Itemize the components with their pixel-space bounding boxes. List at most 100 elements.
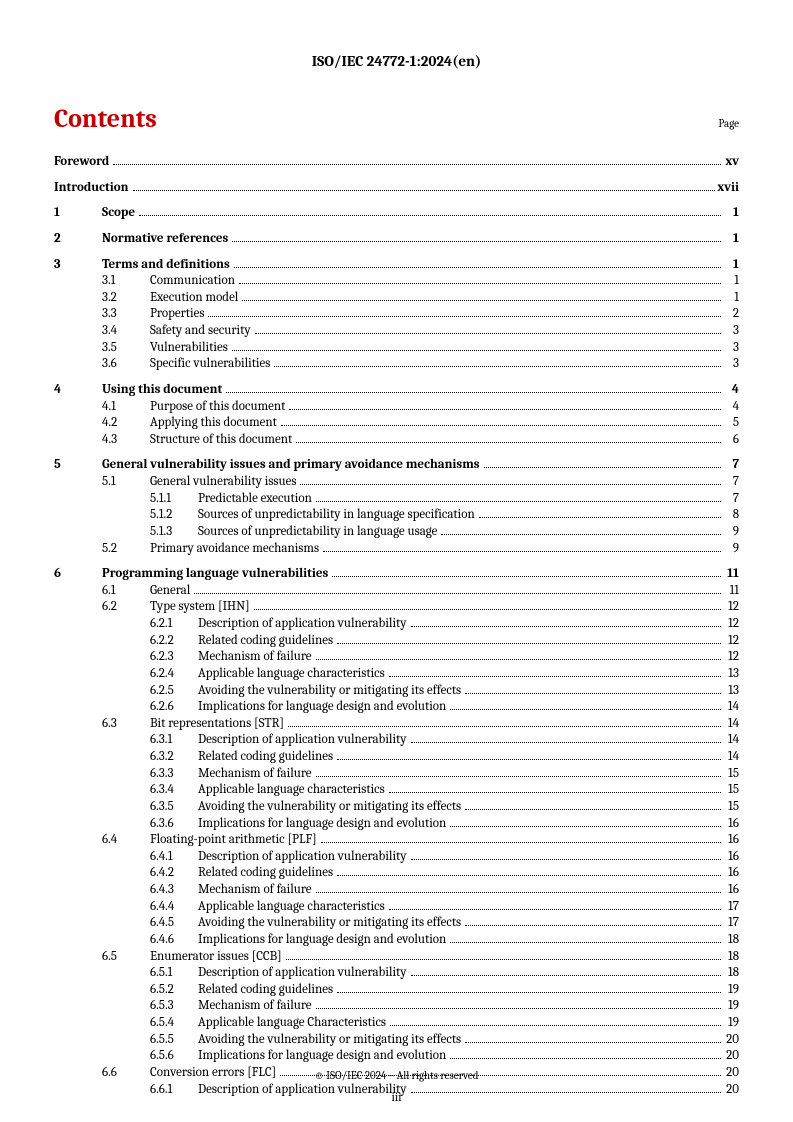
toc-leader-dots bbox=[479, 517, 721, 518]
toc-entry[interactable]: 6.3.4Applicable language characteristics… bbox=[54, 782, 739, 799]
toc-entry-number: 6.3.6 bbox=[150, 816, 198, 833]
toc-entry[interactable]: 6.1General11 bbox=[54, 583, 739, 600]
toc-entry-page: 12 bbox=[723, 599, 739, 616]
toc-entry-page: 15 bbox=[723, 766, 739, 783]
toc-entry-number: 6.4 bbox=[102, 832, 150, 849]
toc-entry[interactable]: 6.2.5Avoiding the vulnerability or mitig… bbox=[54, 683, 739, 700]
toc-entry[interactable]: 6.2.4Applicable language characteristics… bbox=[54, 666, 739, 683]
toc-entry-title: Mechanism of failure bbox=[198, 882, 314, 899]
toc-entry-title: Purpose of this document bbox=[150, 399, 287, 416]
toc-entry-number: 6.4.4 bbox=[150, 899, 198, 916]
toc-entry-number: 6.2.4 bbox=[150, 666, 198, 683]
toc-entry-page: 13 bbox=[723, 683, 739, 700]
toc-entry[interactable]: 6.4.3Mechanism of failure16 bbox=[54, 882, 739, 899]
toc-entry[interactable]: 2Normative references1 bbox=[54, 231, 739, 248]
toc-entry-title: Bit representations [STR] bbox=[150, 716, 286, 733]
toc-entry[interactable]: 3.3Properties2 bbox=[54, 306, 739, 323]
toc-entry[interactable]: 5.1.1Predictable execution7 bbox=[54, 491, 739, 508]
toc-entry-number: 6.4.5 bbox=[150, 915, 198, 932]
toc-entry-title: Structure of this document bbox=[150, 432, 294, 449]
toc-entry-title: Primary avoidance mechanisms bbox=[150, 541, 321, 558]
toc-entry[interactable]: 3.5Vulnerabilities3 bbox=[54, 340, 739, 357]
toc-entry[interactable]: 6.4.1Description of application vulnerab… bbox=[54, 849, 739, 866]
toc-entry[interactable]: 6.2.1Description of application vulnerab… bbox=[54, 616, 739, 633]
toc-entry[interactable]: 4.1Purpose of this document4 bbox=[54, 399, 739, 416]
toc-entry[interactable]: 3.4Safety and security3 bbox=[54, 323, 739, 340]
toc-entry[interactable]: 3Terms and definitions1 bbox=[54, 257, 739, 274]
toc-entry[interactable]: 6.5.1Description of application vulnerab… bbox=[54, 965, 739, 982]
toc-entry[interactable]: 6.3.5Avoiding the vulnerability or mitig… bbox=[54, 799, 739, 816]
toc-entry-page: 16 bbox=[723, 849, 739, 866]
toc-entry[interactable]: 3.2Execution model1 bbox=[54, 290, 739, 307]
toc-entry-page: 15 bbox=[723, 799, 739, 816]
toc-entry[interactable]: 5.1General vulnerability issues7 bbox=[54, 474, 739, 491]
toc-entry[interactable]: 1Scope1 bbox=[54, 205, 739, 222]
toc-entry[interactable]: 6.5.3Mechanism of failure19 bbox=[54, 998, 739, 1015]
toc-entry[interactable]: 6.3.3Mechanism of failure15 bbox=[54, 766, 739, 783]
toc-entry[interactable]: 6.4.6Implications for language design an… bbox=[54, 932, 739, 949]
toc-entry[interactable]: 6.2.3Mechanism of failure12 bbox=[54, 649, 739, 666]
toc-entry[interactable]: Forewordxv bbox=[54, 154, 739, 171]
toc-entry-title: Mechanism of failure bbox=[198, 649, 314, 666]
toc-entry[interactable]: 6.5.6Implications for language design an… bbox=[54, 1048, 739, 1065]
toc-leader-dots bbox=[194, 593, 721, 594]
toc-entry[interactable]: 4.3Structure of this document6 bbox=[54, 432, 739, 449]
toc-entry[interactable]: 6.2.6Implications for language design an… bbox=[54, 699, 739, 716]
toc-entry[interactable]: 6.5.5Avoiding the vulnerability or mitig… bbox=[54, 1032, 739, 1049]
toc-entry-title: Type system [IHN] bbox=[150, 599, 252, 616]
toc-entry-title: Sources of unpredictability in language … bbox=[198, 524, 439, 541]
toc-entry-page: xv bbox=[723, 154, 739, 171]
toc-entry[interactable]: 6.5Enumerator issues [CCB]18 bbox=[54, 949, 739, 966]
toc-entry[interactable]: 5General vulnerability issues and primar… bbox=[54, 457, 739, 474]
toc-leader-dots bbox=[226, 392, 721, 393]
toc-entry-title: Sources of unpredictability in language … bbox=[198, 507, 477, 524]
toc-entry[interactable]: 6.2Type system [IHN]12 bbox=[54, 599, 739, 616]
toc-entry-number: 6.5.1 bbox=[150, 965, 198, 982]
toc-entry[interactable]: 6.5.4Applicable language Characteristics… bbox=[54, 1015, 739, 1032]
toc-entry-number: 6.4.2 bbox=[150, 865, 198, 882]
toc-entry-page: 16 bbox=[723, 832, 739, 849]
toc-entry[interactable]: Introductionxvii bbox=[54, 180, 739, 197]
toc-entry[interactable]: 6.4Floating-point arithmetic [PLF]16 bbox=[54, 832, 739, 849]
toc-leader-dots bbox=[316, 776, 721, 777]
toc-entry[interactable]: 3.6Specific vulnerabilities3 bbox=[54, 356, 739, 373]
toc-entry-page: 17 bbox=[723, 899, 739, 916]
toc-entry[interactable]: 6.4.4Applicable language characteristics… bbox=[54, 899, 739, 916]
toc-entry-page: 16 bbox=[723, 865, 739, 882]
toc-entry[interactable]: 6Programming language vulnerabilities11 bbox=[54, 566, 739, 583]
toc-entry[interactable]: 6.5.2Related coding guidelines19 bbox=[54, 982, 739, 999]
toc-entry[interactable]: 5.2Primary avoidance mechanisms9 bbox=[54, 541, 739, 558]
page-number: iii bbox=[0, 1090, 793, 1104]
toc-entry[interactable]: 3.1Communication1 bbox=[54, 273, 739, 290]
toc-entry-title: Terms and definitions bbox=[102, 257, 232, 274]
toc-entry[interactable]: 5.1.3Sources of unpredictability in lang… bbox=[54, 524, 739, 541]
title-row: Contents Page bbox=[54, 104, 739, 134]
toc-entry-page: 9 bbox=[723, 541, 739, 558]
toc-entry-number: 3.3 bbox=[102, 306, 150, 323]
toc-entry-number: 5.1.1 bbox=[150, 491, 198, 508]
toc-entry-page: 14 bbox=[723, 716, 739, 733]
document-header: ISO/IEC 24772-1:2024(en) bbox=[54, 52, 739, 70]
toc-entry[interactable]: 4.2Applying this document5 bbox=[54, 415, 739, 432]
toc-entry-title: Implications for language design and evo… bbox=[198, 1048, 448, 1065]
toc-entry[interactable]: 6.4.2Related coding guidelines 16 bbox=[54, 865, 739, 882]
toc-entry-title: Mechanism of failure bbox=[198, 998, 314, 1015]
toc-entry-page: 7 bbox=[723, 457, 739, 474]
toc-entry-page: 19 bbox=[723, 982, 739, 999]
toc-leader-dots bbox=[133, 190, 716, 191]
toc-entry[interactable]: 4Using this document4 bbox=[54, 382, 739, 399]
toc-entry[interactable]: 6.2.2Related coding guidelines12 bbox=[54, 633, 739, 650]
toc-entry[interactable]: 6.3.1Description of application vulnerab… bbox=[54, 732, 739, 749]
toc-leader-dots bbox=[316, 659, 721, 660]
toc-entry[interactable]: 6.3.6Implications for language design an… bbox=[54, 816, 739, 833]
toc-leader-dots bbox=[242, 300, 721, 301]
toc-entry[interactable]: 5.1.2Sources of unpredictability in lang… bbox=[54, 507, 739, 524]
toc-entry-number: 4 bbox=[54, 382, 102, 399]
toc-entry[interactable]: 6.3.2Related coding guidelines14 bbox=[54, 749, 739, 766]
toc-entry[interactable]: 6.4.5Avoiding the vulnerability or mitig… bbox=[54, 915, 739, 932]
toc-entry-number: 3.1 bbox=[102, 273, 150, 290]
toc-entry-page: 7 bbox=[723, 474, 739, 491]
toc-entry[interactable]: 6.3Bit representations [STR]14 bbox=[54, 716, 739, 733]
toc-entry-title: Related coding guidelines bbox=[198, 865, 335, 882]
toc-entry-page: 4 bbox=[723, 382, 739, 399]
